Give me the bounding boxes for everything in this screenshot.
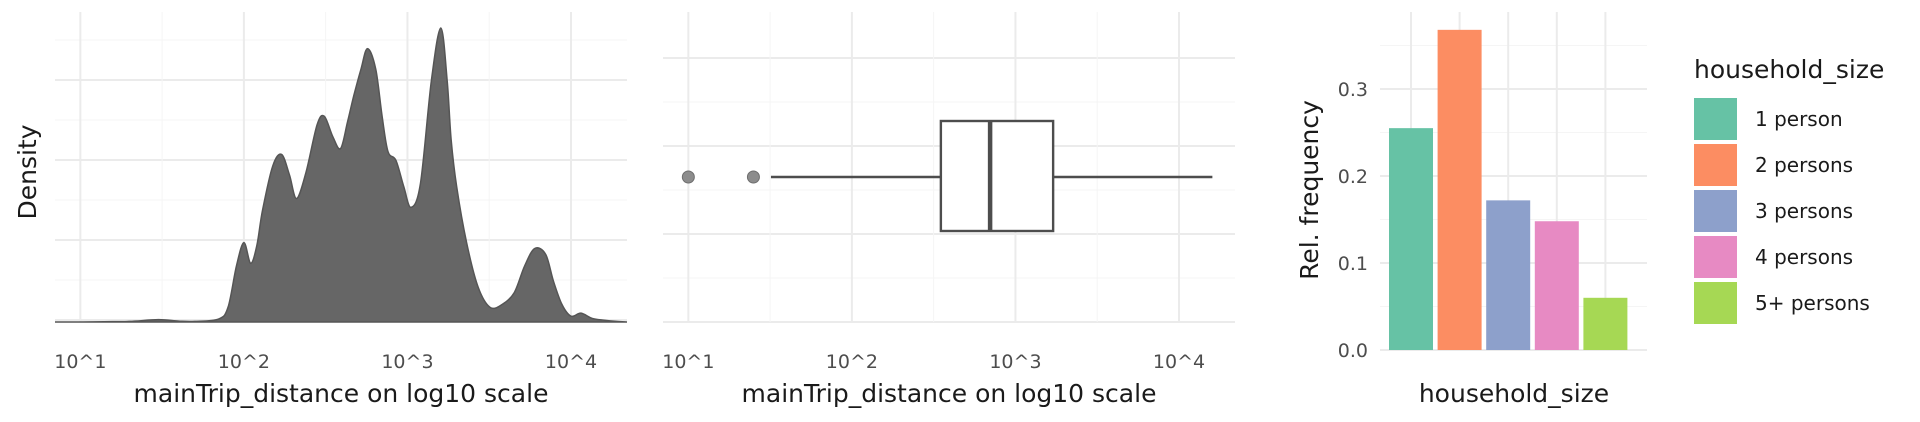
density-x-tick-label: 10^3	[381, 351, 433, 373]
bar-y-tick-labels: 0.0 0.1 0.2 0.3	[1338, 79, 1368, 362]
legend-swatch	[1694, 98, 1737, 140]
legend-items: 1 person 2 persons 3 persons 4 persons 5+ pe…	[1694, 98, 1870, 324]
boxplot-marks	[681, 119, 1213, 233]
density-x-tick-label: 10^1	[54, 351, 106, 373]
boxplot-x-tick-label: 10^1	[662, 351, 714, 373]
density-y-axis-title: Density	[13, 124, 42, 219]
density-panel: 10^1 10^2 10^3 10^4 mainTrip_distance on lo…	[13, 12, 628, 408]
density-x-axis-title: mainTrip_distance on log10 scale	[134, 379, 549, 408]
bar-x-axis-title: household_size	[1419, 379, 1609, 408]
legend-label: 3 persons	[1755, 199, 1853, 223]
density-area	[55, 27, 628, 323]
boxplot-x-axis-title: mainTrip_distance on log10 scale	[742, 379, 1157, 408]
bar-y-tick-label: 0.0	[1338, 340, 1368, 362]
density-x-tick-labels: 10^1 10^2 10^3 10^4	[54, 351, 597, 373]
household-bar-panel: 0.0 0.1 0.2 0.3 household_size Rel. frequen…	[1295, 12, 1647, 408]
boxplot-panel: 10^1 10^2 10^3 10^4 mainTrip_distance on lo…	[662, 12, 1235, 408]
density-x-tick-label: 10^4	[545, 351, 597, 373]
bar-y-tick-label: 0.2	[1338, 166, 1368, 188]
legend-swatch	[1694, 282, 1737, 324]
bar-y-axis-title: Rel. frequency	[1295, 100, 1324, 280]
boxplot-x-tick-label: 10^3	[989, 351, 1041, 373]
bar-y-tick-label: 0.1	[1338, 253, 1368, 275]
bar-2-persons	[1437, 29, 1482, 351]
legend-label: 1 person	[1755, 107, 1843, 131]
legend-label: 2 persons	[1755, 153, 1853, 177]
legend-swatch	[1694, 144, 1737, 186]
boxplot-x-tick-labels: 10^1 10^2 10^3 10^4	[662, 351, 1205, 373]
bar-y-tick-label: 0.3	[1338, 79, 1368, 101]
boxplot-outlier-point	[746, 170, 760, 184]
bar-series	[1389, 29, 1628, 351]
legend-label: 5+ persons	[1755, 291, 1870, 315]
bar-1-person	[1389, 128, 1433, 350]
density-x-tick-label: 10^2	[218, 351, 270, 373]
bar-5-persons	[1583, 297, 1628, 350]
legend-label: 4 persons	[1755, 245, 1853, 269]
legend: household_size 1 person 2 persons 3 person…	[1694, 55, 1884, 324]
legend-title: household_size	[1694, 55, 1884, 84]
boxplot-box	[939, 119, 1055, 233]
boxplot-x-tick-label: 10^2	[826, 351, 878, 373]
bar-4-persons	[1534, 221, 1579, 350]
legend-swatch	[1694, 190, 1737, 232]
bar-3-persons	[1486, 200, 1531, 350]
boxplot-outlier-point	[681, 170, 695, 184]
boxplot-x-tick-label: 10^4	[1153, 351, 1205, 373]
legend-swatch	[1694, 236, 1737, 278]
